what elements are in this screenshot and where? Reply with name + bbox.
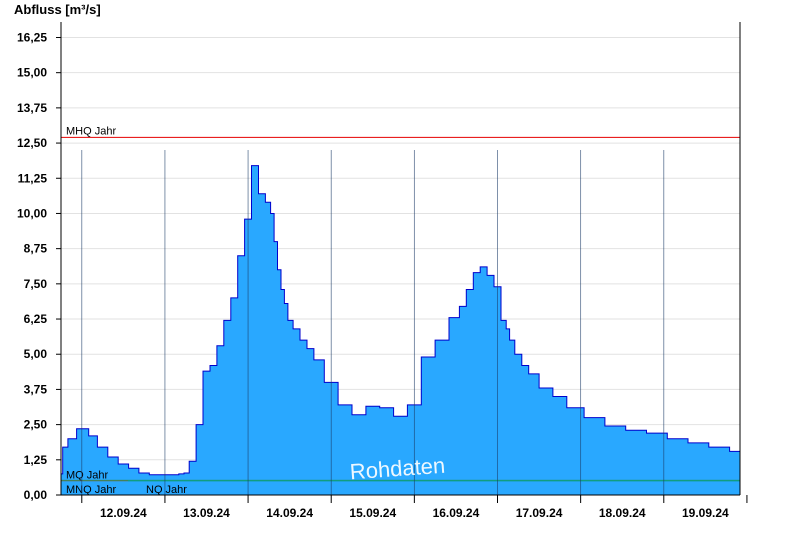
x-tick-label: 12.09.24 xyxy=(100,506,147,520)
y-axis-title: Abfluss [m³/s] xyxy=(14,2,101,17)
y-tick-label: 11,25 xyxy=(18,171,48,185)
y-tick-label: 13,75 xyxy=(17,101,47,115)
y-tick-label: 10,00 xyxy=(17,206,47,220)
grid-layer xyxy=(61,36,740,461)
y-tick-label: 2,50 xyxy=(24,418,48,432)
reference-lines-layer: MHQ Jahr MQ Jahr MNQ Jahr NQ Jahr xyxy=(61,125,740,496)
x-tick-label: 16.09.24 xyxy=(433,506,480,520)
y-tick-label: 8,75 xyxy=(24,242,48,256)
y-tick-label: 6,25 xyxy=(24,312,48,326)
reference-line-label: NQ Jahr xyxy=(146,484,187,496)
y-tick-label: 7,50 xyxy=(24,277,48,291)
x-tick-label: 17.09.24 xyxy=(516,506,563,520)
reference-line-label: MQ Jahr xyxy=(66,469,109,481)
day-dividers-layer xyxy=(81,150,665,495)
y-tick-label: 16,25 xyxy=(17,30,47,44)
x-tick-label: 15.09.24 xyxy=(349,506,396,520)
reference-line-label: MNQ Jahr xyxy=(66,484,116,496)
discharge-line xyxy=(61,165,740,476)
reference-line-label: MHQ Jahr xyxy=(66,125,116,137)
x-tick-label: 18.09.24 xyxy=(599,506,646,520)
y-tick-label: 12,50 xyxy=(17,136,47,150)
x-tick-label: 14.09.24 xyxy=(266,506,313,520)
axes-layer: 0,00 1,25 2,50 3,75 5,00 6,25 7,50 8,75 10,00 11,… xyxy=(17,22,748,520)
discharge-area xyxy=(61,165,740,495)
y-tick-label: 0,00 xyxy=(24,488,48,502)
y-tick-label: 15,00 xyxy=(17,66,47,80)
y-tick-label: 3,75 xyxy=(24,382,48,396)
x-tick-label: 19.09.24 xyxy=(682,506,729,520)
y-tick-label: 5,00 xyxy=(24,347,48,361)
series-layer xyxy=(61,165,740,495)
y-tick-label: 1,25 xyxy=(24,453,48,467)
x-tick-label: 13.09.24 xyxy=(183,506,230,520)
